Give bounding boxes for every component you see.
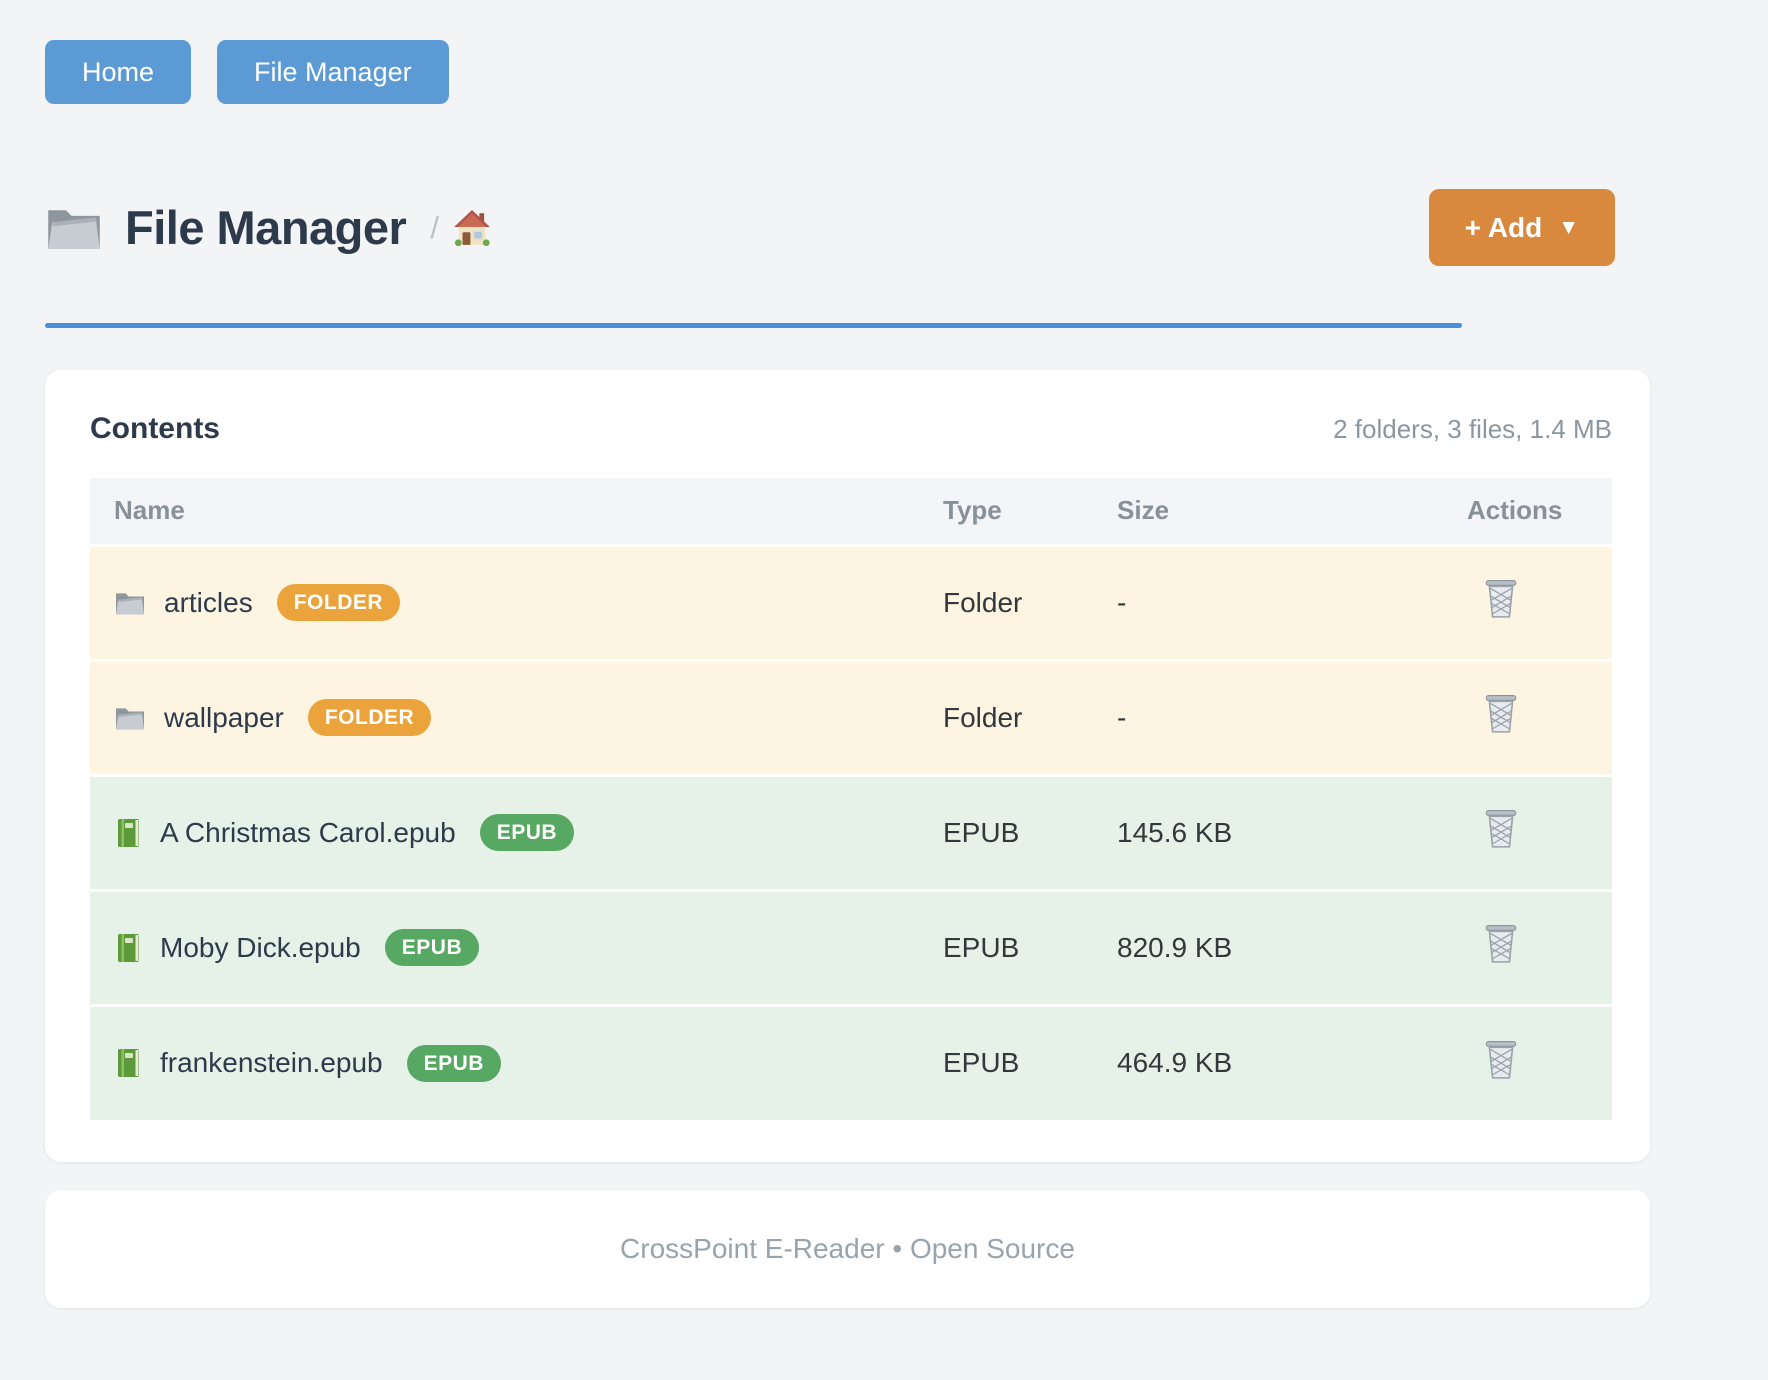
trash-icon xyxy=(1483,809,1519,849)
folder-badge: FOLDER xyxy=(307,699,432,736)
file-name-link[interactable]: articles xyxy=(164,586,253,618)
epub-badge: EPUB xyxy=(384,929,480,966)
type-cell: Folder xyxy=(943,658,1117,775)
green-book-icon xyxy=(114,932,142,964)
table-row: A Christmas Carol.epub EPUB EPUB 145.6 K… xyxy=(90,773,1612,890)
trash-icon xyxy=(1483,924,1519,964)
type-cell: EPUB xyxy=(943,1003,1117,1120)
file-name-link[interactable]: A Christmas Carol.epub xyxy=(160,816,456,848)
delete-button[interactable] xyxy=(1483,809,1519,849)
table-row: articles FOLDER Folder - xyxy=(90,543,1612,660)
folder-badge: FOLDER xyxy=(276,584,401,621)
title-divider xyxy=(45,323,1462,328)
table-row: wallpaper FOLDER Folder - xyxy=(90,658,1612,775)
chevron-down-icon: ▼ xyxy=(1558,215,1579,239)
size-cell: - xyxy=(1117,658,1467,775)
delete-button[interactable] xyxy=(1483,1040,1519,1080)
breadcrumb-separator: / xyxy=(430,209,439,245)
contents-card: Contents 2 folders, 3 files, 1.4 MB Name… xyxy=(45,370,1650,1162)
contents-summary: 2 folders, 3 files, 1.4 MB xyxy=(1333,414,1612,444)
table-row: Moby Dick.epub EPUB EPUB 820.9 KB xyxy=(90,888,1612,1005)
type-cell: EPUB xyxy=(943,888,1117,1005)
contents-table: Name Type Size Actions articles FOLDER F… xyxy=(90,478,1612,1120)
table-row: frankenstein.epub EPUB EPUB 464.9 KB xyxy=(90,1003,1612,1120)
title-group: File Manager xyxy=(45,200,407,255)
trash-icon xyxy=(1483,694,1519,734)
size-cell: 820.9 KB xyxy=(1117,888,1467,1005)
epub-badge: EPUB xyxy=(406,1044,501,1082)
contents-title: Contents xyxy=(90,412,220,445)
footer-text: CrossPoint E-Reader • Open Source xyxy=(620,1233,1075,1264)
folder-icon xyxy=(114,589,146,617)
add-button-label: + Add xyxy=(1464,211,1543,243)
table-header-row: Name Type Size Actions xyxy=(90,478,1612,545)
column-header-size: Size xyxy=(1117,478,1467,545)
column-header-type: Type xyxy=(943,478,1117,545)
trash-icon xyxy=(1483,579,1519,619)
folder-icon xyxy=(114,704,146,732)
add-button[interactable]: + Add ▼ xyxy=(1428,189,1615,266)
column-header-name: Name xyxy=(90,478,943,545)
trash-icon xyxy=(1483,1040,1519,1080)
page-header: File Manager / + Add ▼ xyxy=(45,189,1650,266)
top-nav: Home File Manager xyxy=(45,40,1650,104)
size-cell: 464.9 KB xyxy=(1117,1003,1467,1120)
contents-card-header: Contents 2 folders, 3 files, 1.4 MB xyxy=(90,412,1612,446)
file-manager-button[interactable]: File Manager xyxy=(217,40,449,104)
folder-icon xyxy=(45,202,103,254)
delete-button[interactable] xyxy=(1483,924,1519,964)
page-title: File Manager xyxy=(125,201,407,254)
home-button[interactable]: Home xyxy=(45,40,192,104)
file-manager-page: Home File Manager File Manager / + Add ▼… xyxy=(45,40,1650,1308)
file-name-link[interactable]: Moby Dick.epub xyxy=(160,931,361,963)
file-name-link[interactable]: wallpaper xyxy=(164,701,284,733)
house-icon[interactable] xyxy=(453,208,491,247)
size-cell: - xyxy=(1117,543,1467,660)
green-book-icon xyxy=(114,1047,142,1079)
breadcrumb: / xyxy=(430,208,491,247)
epub-badge: EPUB xyxy=(479,814,575,851)
column-header-actions: Actions xyxy=(1467,478,1612,545)
file-name-link[interactable]: frankenstein.epub xyxy=(160,1047,383,1079)
footer: CrossPoint E-Reader • Open Source xyxy=(45,1190,1650,1308)
delete-button[interactable] xyxy=(1483,579,1519,619)
delete-button[interactable] xyxy=(1483,694,1519,734)
type-cell: EPUB xyxy=(943,773,1117,890)
type-cell: Folder xyxy=(943,543,1117,660)
green-book-icon xyxy=(114,817,142,849)
size-cell: 145.6 KB xyxy=(1117,773,1467,890)
